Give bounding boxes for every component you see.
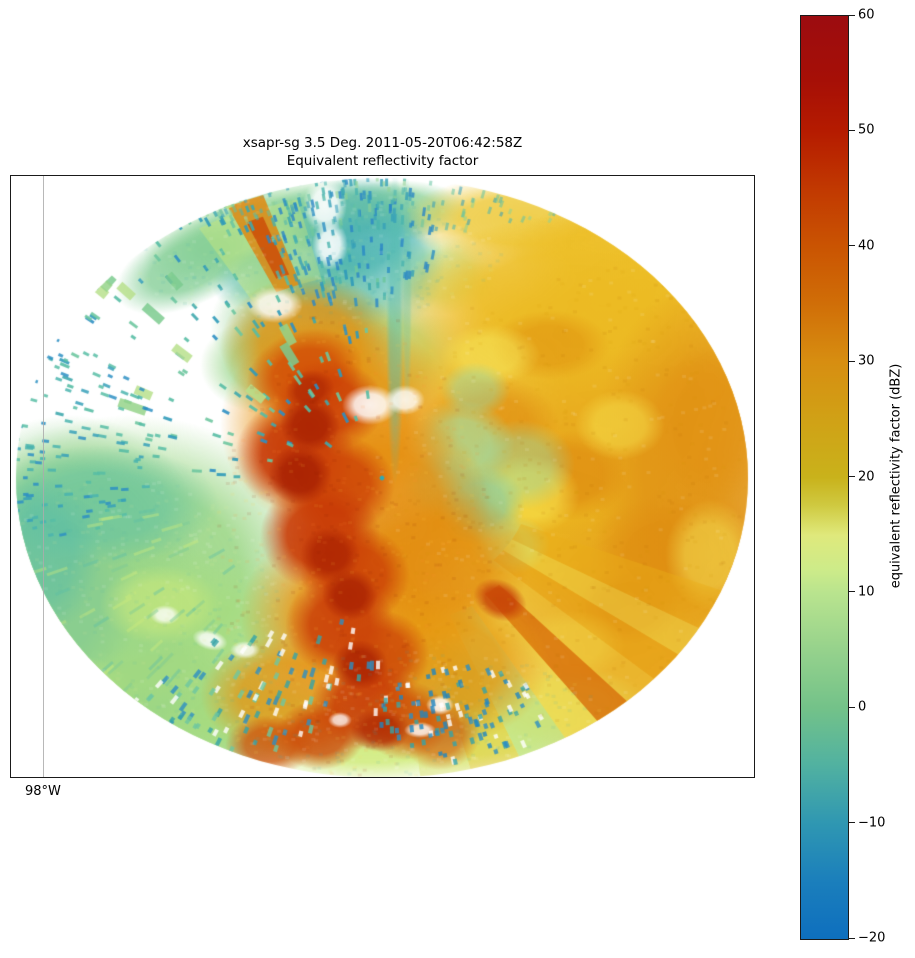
colorbar-tick xyxy=(849,476,855,477)
colorbar-tick xyxy=(849,937,855,939)
colorbar-tick xyxy=(849,591,855,593)
colorbar-gradient xyxy=(800,15,849,940)
radar-ppi-image xyxy=(10,175,755,778)
xtick-label-98w: 98°W xyxy=(25,784,61,799)
colorbar-tick-label: 50 xyxy=(858,122,875,138)
colorbar-tick-label: 60 xyxy=(858,7,875,23)
colorbar-tick xyxy=(849,706,855,708)
colorbar-tick-label: 40 xyxy=(858,238,875,254)
colorbar-tick-label: 20 xyxy=(858,469,875,484)
colorbar-tick-label: −10 xyxy=(858,815,886,831)
colorbar-tick-label: 30 xyxy=(858,353,875,369)
plot-subtitle: Equivalent reflectivity factor xyxy=(286,153,479,169)
colorbar-tick xyxy=(849,129,855,131)
colorbar-tick-label: 0 xyxy=(858,699,867,715)
colorbar-tick xyxy=(849,14,855,16)
plot-title-block: xsapr-sg 3.5 Deg. 2011-05-20T06:42:58Z E… xyxy=(10,134,755,170)
colorbar-tick-label: −20 xyxy=(858,930,886,946)
colorbar-tick-label: 10 xyxy=(858,584,875,600)
plot-title: xsapr-sg 3.5 Deg. 2011-05-20T06:42:58Z xyxy=(242,135,523,151)
meridian-gridline-98w xyxy=(43,175,44,777)
colorbar-tick xyxy=(849,360,855,362)
colorbar-tick xyxy=(849,245,855,247)
colorbar-label: equivalent reflectivity factor (dBZ) xyxy=(888,363,904,589)
colorbar-tick xyxy=(849,822,855,824)
